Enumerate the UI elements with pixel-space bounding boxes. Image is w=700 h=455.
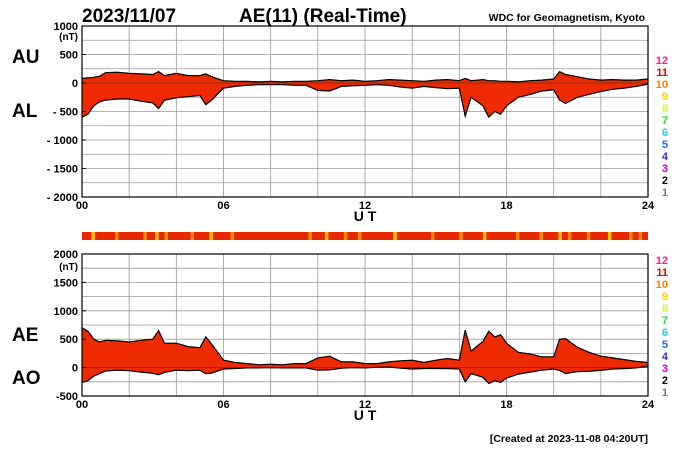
activity-strip-segment	[91, 232, 95, 240]
level-legend-item: 6	[662, 327, 668, 339]
level-legend-item: 10	[656, 279, 668, 291]
au-label: AU	[12, 47, 39, 68]
chart-title: AE(11) (Real-Time)	[239, 6, 407, 27]
activity-strip-segment	[459, 232, 463, 240]
ae-ao-panel: 2000 1500 1000 500 0 -500 (nT) 00 06 12 18 24 U T AE A…	[12, 249, 655, 423]
au-al-panel: 1000 500 0 - 500 - 1000 - 1500 - 2000 (nT) 00 06 1…	[12, 21, 655, 224]
x-tick-label: 12	[359, 200, 371, 212]
level-legend-item: 3	[662, 163, 668, 175]
plot-frame	[81, 253, 649, 397]
activity-strip-bg	[82, 232, 648, 240]
level-legend-item: 3	[662, 363, 668, 375]
activity-strip-segment	[638, 232, 643, 240]
activity-strip-segment	[143, 232, 147, 240]
activity-strip-segment	[155, 232, 159, 240]
level-legend-item: 5	[662, 339, 668, 351]
au-series-line	[81, 70, 649, 83]
y-tick-label: - 500	[53, 107, 78, 119]
activity-strip-segment	[629, 232, 633, 240]
activity-strip-segment	[324, 232, 329, 240]
activity-strip-segment	[357, 232, 362, 240]
x-tick-label: 12	[359, 399, 371, 411]
level-legend-item: 2	[662, 175, 668, 187]
activity-strip-segment	[190, 232, 194, 240]
ae-label: AE	[12, 325, 38, 346]
level-legend-item: 7	[662, 115, 668, 127]
x-tick-label: 06	[217, 200, 229, 212]
x-tick-label: 00	[76, 399, 88, 411]
x-tick-label: 18	[500, 200, 512, 212]
y-tick-label: 0	[72, 78, 78, 90]
y-tick-label: 1000	[54, 21, 78, 33]
x-tick-label: 06	[217, 399, 229, 411]
activity-strip-segment	[539, 232, 543, 240]
x-tick-label: 24	[642, 200, 655, 212]
level-legend-item: 8	[662, 303, 668, 315]
y-unit-label: (nT)	[59, 262, 78, 273]
x-tick-label: 24	[642, 399, 655, 411]
al-series-line	[81, 83, 649, 119]
activity-strip-segment	[230, 232, 235, 240]
y-unit-label: (nT)	[59, 32, 78, 43]
level-legend-item: 9	[662, 91, 668, 103]
activity-strip-segment	[164, 232, 168, 240]
y-tick-label: - 1000	[47, 135, 78, 147]
y-tick-label: - 1500	[47, 164, 78, 176]
activity-strip-segment	[431, 232, 435, 240]
activity-strip-segment	[515, 232, 520, 240]
activity-strip-segment	[482, 232, 487, 240]
level-legend-item: 6	[662, 127, 668, 139]
level-legend-item: 8	[662, 103, 668, 115]
level-legend-item: 11	[656, 67, 668, 79]
band-fill	[82, 327, 648, 384]
y-tick-label: 0	[72, 363, 78, 375]
level-legend-item: 1	[662, 187, 668, 199]
activity-strip-segment	[209, 232, 213, 240]
y-tick-label: 1500	[54, 277, 78, 289]
activity-strip-segment	[393, 232, 397, 240]
level-legend-item: 2	[662, 375, 668, 387]
date-label: 2023/11/07	[82, 6, 176, 27]
y-tick-label: - 2000	[47, 192, 78, 204]
x-tick-label: 00	[76, 200, 88, 212]
level-legend-item: 10	[656, 79, 668, 91]
level-legend-item: 5	[662, 139, 668, 151]
activity-strip-segment	[115, 232, 119, 240]
activity-strip-segment	[607, 232, 612, 240]
level-legend-item: 4	[662, 351, 669, 363]
y-tick-label: 500	[60, 50, 78, 62]
y-tick-label: 1000	[54, 306, 78, 318]
x-axis-label: U T	[354, 208, 377, 224]
level-legend-item: 11	[656, 267, 668, 279]
level-legend-item: 1	[662, 387, 668, 399]
level-legend-item: 9	[662, 291, 668, 303]
activity-strip-segment	[558, 232, 562, 240]
source-label: WDC for Geomagnetism, Kyoto	[489, 12, 645, 24]
level-legend-item: 4	[662, 151, 669, 163]
x-axis-label: U T	[354, 407, 377, 423]
level-legend-item: 12	[656, 255, 668, 267]
activity-strip-segment	[308, 232, 312, 240]
x-tick-label: 18	[500, 399, 512, 411]
created-timestamp: [Created at 2023-11-08 04:20UT]	[490, 433, 648, 445]
y-tick-label: 500	[60, 334, 78, 346]
level-legend-item: 7	[662, 315, 668, 327]
ae-series-line	[81, 327, 649, 366]
y-tick-label: -500	[56, 391, 78, 403]
al-label: AL	[12, 101, 38, 122]
activity-strip	[82, 232, 648, 240]
level-legend-item: 12	[656, 55, 668, 67]
y-tick-label: 2000	[54, 249, 78, 261]
activity-strip-segment	[343, 232, 348, 240]
ao-label: AO	[12, 368, 41, 389]
activity-strip-segment	[567, 232, 572, 240]
activity-strip-segment	[586, 232, 591, 240]
